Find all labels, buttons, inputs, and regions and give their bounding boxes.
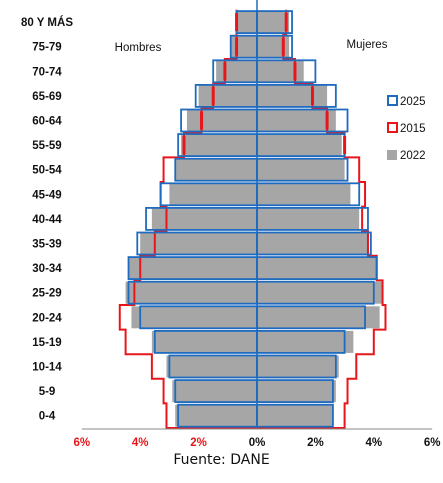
group-label-hombres: Hombres [115, 42, 162, 54]
legend-swatch-2015 [387, 122, 398, 133]
bar-2022-hombres-50-54 [175, 158, 257, 181]
y-tick-label: 55-59 [32, 140, 61, 152]
x-tick-label-right: 0% [249, 437, 266, 449]
y-tick-label: 50-54 [32, 165, 62, 177]
population-pyramid-chart: 0-4 5-9 10-14 15-19 20-24 25-29 30-34 35-39 40-4… [21, 0, 441, 449]
bar-2022-mujeres-45-49 [257, 183, 351, 206]
y-tick-label: 15-19 [32, 337, 61, 349]
bar-2022-mujeres-35-39 [257, 232, 368, 255]
bar-2022-hombres-60-64 [186, 109, 257, 132]
legend-swatch-2022 [387, 150, 397, 160]
x-tick-label-left: 2% [190, 437, 207, 449]
bar-2022-hombres-5-9 [172, 380, 257, 403]
legend-label-2025: 2025 [400, 96, 426, 108]
bar-2022-hombres-30-34 [128, 257, 257, 280]
bar-2022-hombres-25-29 [125, 281, 257, 304]
bar-2022-mujeres-15-19 [257, 330, 354, 353]
y-tick-label: 0-4 [39, 411, 56, 423]
bar-2022-mujeres-5-9 [257, 380, 336, 403]
legend-label-2022: 2022 [400, 150, 426, 162]
bar-2022-hombres-20-24 [131, 306, 257, 329]
y-tick-label: 20-24 [32, 312, 62, 324]
y-tick-label: 40-44 [32, 214, 62, 226]
bar-2022-mujeres-65-69 [257, 84, 328, 107]
legend-label-2015: 2015 [400, 123, 426, 135]
x-tick-label-left: 6% [73, 437, 90, 449]
bar-2022-mujeres-10-14 [257, 355, 339, 378]
bar-2022-hombres-80-y-m-s [236, 11, 257, 34]
bar-2022-hombres-40-44 [151, 207, 257, 230]
y-tick-label: 5-9 [39, 386, 56, 398]
y-tick-label: 35-39 [32, 239, 61, 251]
bar-2022-hombres-45-49 [169, 183, 257, 206]
source-caption: Fuente: DANE [173, 452, 270, 468]
x-tick-label-right: 6% [424, 437, 441, 449]
bar-2022-hombres-75-79 [230, 35, 257, 58]
y-tick-label: 10-14 [32, 362, 62, 374]
bar-2022-mujeres-60-64 [257, 109, 336, 132]
x-tick-label-right: 2% [307, 437, 324, 449]
bar-2022-mujeres-0-4 [257, 404, 333, 427]
legend-swatch-2025 [387, 95, 398, 106]
bar-2022-mujeres-30-34 [257, 257, 377, 280]
group-label-mujeres: Mujeres [347, 39, 388, 51]
y-tick-label: 45-49 [32, 189, 61, 201]
bar-2022-hombres-10-14 [166, 355, 257, 378]
bar-2022-hombres-0-4 [175, 404, 257, 427]
bar-2022-hombres-55-59 [181, 134, 257, 157]
x-tick-label-right: 4% [365, 437, 382, 449]
bar-2022-mujeres-55-59 [257, 134, 342, 157]
bar-2022-hombres-70-74 [216, 60, 257, 83]
y-tick-label: 70-74 [32, 66, 62, 78]
bar-2022-mujeres-20-24 [257, 306, 380, 329]
x-tick-label-left: 4% [132, 437, 149, 449]
bar-2022-hombres-65-69 [198, 84, 257, 107]
outline-2015-mujeres [257, 9, 387, 429]
bar-2022-hombres-15-19 [151, 330, 257, 353]
y-tick-label: 60-64 [32, 116, 62, 128]
bar-2022-mujeres-40-44 [257, 207, 360, 230]
y-tick-label: 25-29 [32, 288, 61, 300]
bar-2022-mujeres-25-29 [257, 281, 383, 304]
y-tick-label: 30-34 [32, 263, 62, 275]
bar-2022-hombres-35-39 [140, 232, 257, 255]
bar-2022-mujeres-75-79 [257, 35, 290, 58]
y-tick-label: 80 Y MÁS [21, 16, 73, 29]
bar-2022-mujeres-70-74 [257, 60, 304, 83]
bar-2022-mujeres-50-54 [257, 158, 345, 181]
y-tick-label: 75-79 [32, 42, 61, 54]
bar-2022-mujeres-80-y-m-s [257, 11, 290, 34]
y-tick-label: 65-69 [32, 91, 61, 103]
